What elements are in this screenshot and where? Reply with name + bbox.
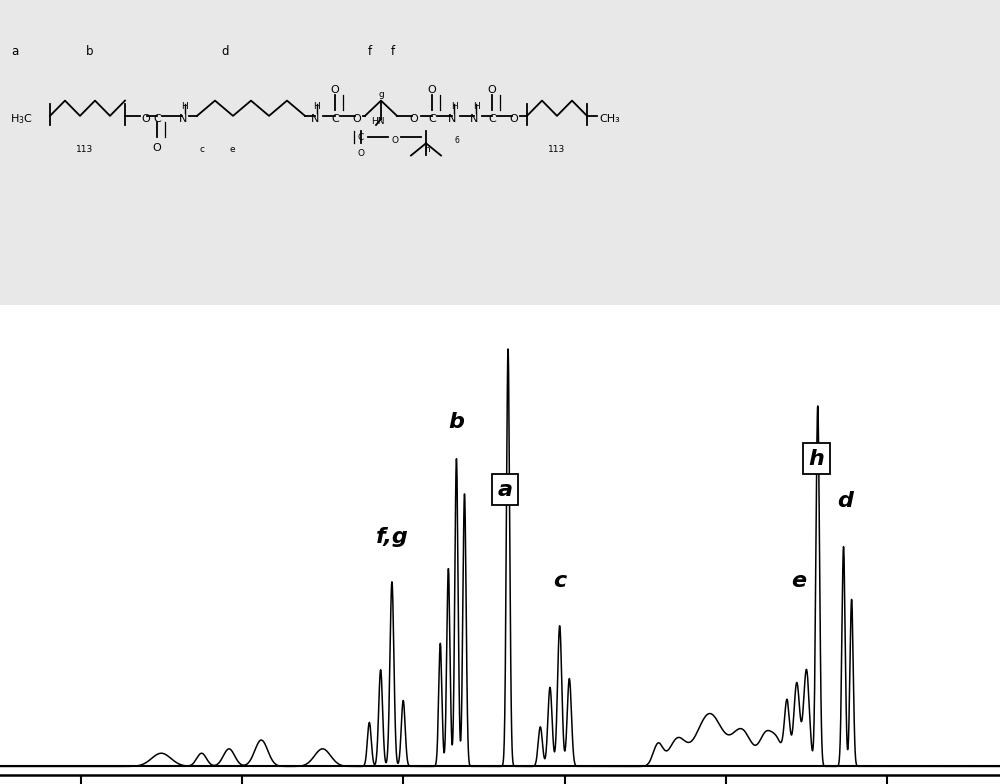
Text: H$_3$C: H$_3$C [10, 112, 33, 125]
Text: b: b [86, 45, 94, 58]
Text: H: H [182, 102, 188, 111]
Text: h: h [424, 145, 430, 154]
Text: 6: 6 [455, 136, 459, 145]
Text: a: a [11, 45, 19, 58]
Text: h: h [808, 448, 824, 469]
Text: C: C [153, 114, 161, 124]
Text: d: d [837, 492, 853, 511]
Text: O: O [428, 85, 436, 95]
Text: c: c [200, 146, 205, 154]
Text: 113: 113 [548, 146, 566, 154]
Text: C: C [428, 114, 436, 124]
Text: f: f [391, 45, 395, 58]
Text: d: d [221, 45, 229, 58]
Text: C: C [331, 114, 339, 124]
Text: O: O [410, 114, 418, 124]
Text: H: H [451, 102, 457, 111]
Text: e: e [229, 146, 235, 154]
Text: N: N [179, 114, 187, 124]
Text: H: H [314, 102, 320, 111]
Text: O: O [510, 114, 518, 124]
Text: O: O [358, 150, 364, 158]
Text: O: O [141, 114, 150, 124]
Text: e: e [791, 571, 806, 590]
Text: O: O [391, 136, 398, 145]
Text: HN: HN [371, 118, 384, 126]
Text: g: g [378, 90, 384, 99]
Text: a: a [497, 480, 512, 499]
Text: N: N [448, 114, 456, 124]
Text: C: C [488, 114, 496, 124]
Text: N: N [311, 114, 319, 124]
Text: f: f [368, 45, 372, 58]
Text: CH₃: CH₃ [599, 114, 620, 124]
Text: C: C [358, 132, 364, 142]
Text: b: b [449, 412, 464, 432]
Text: N: N [470, 114, 478, 124]
Text: c: c [553, 571, 566, 590]
Text: H: H [473, 102, 479, 111]
Text: O: O [353, 114, 361, 124]
Text: O: O [488, 85, 496, 95]
Text: 113: 113 [76, 146, 94, 154]
Text: O: O [331, 85, 339, 95]
Text: O: O [153, 143, 161, 154]
Text: f,g: f,g [376, 527, 408, 546]
